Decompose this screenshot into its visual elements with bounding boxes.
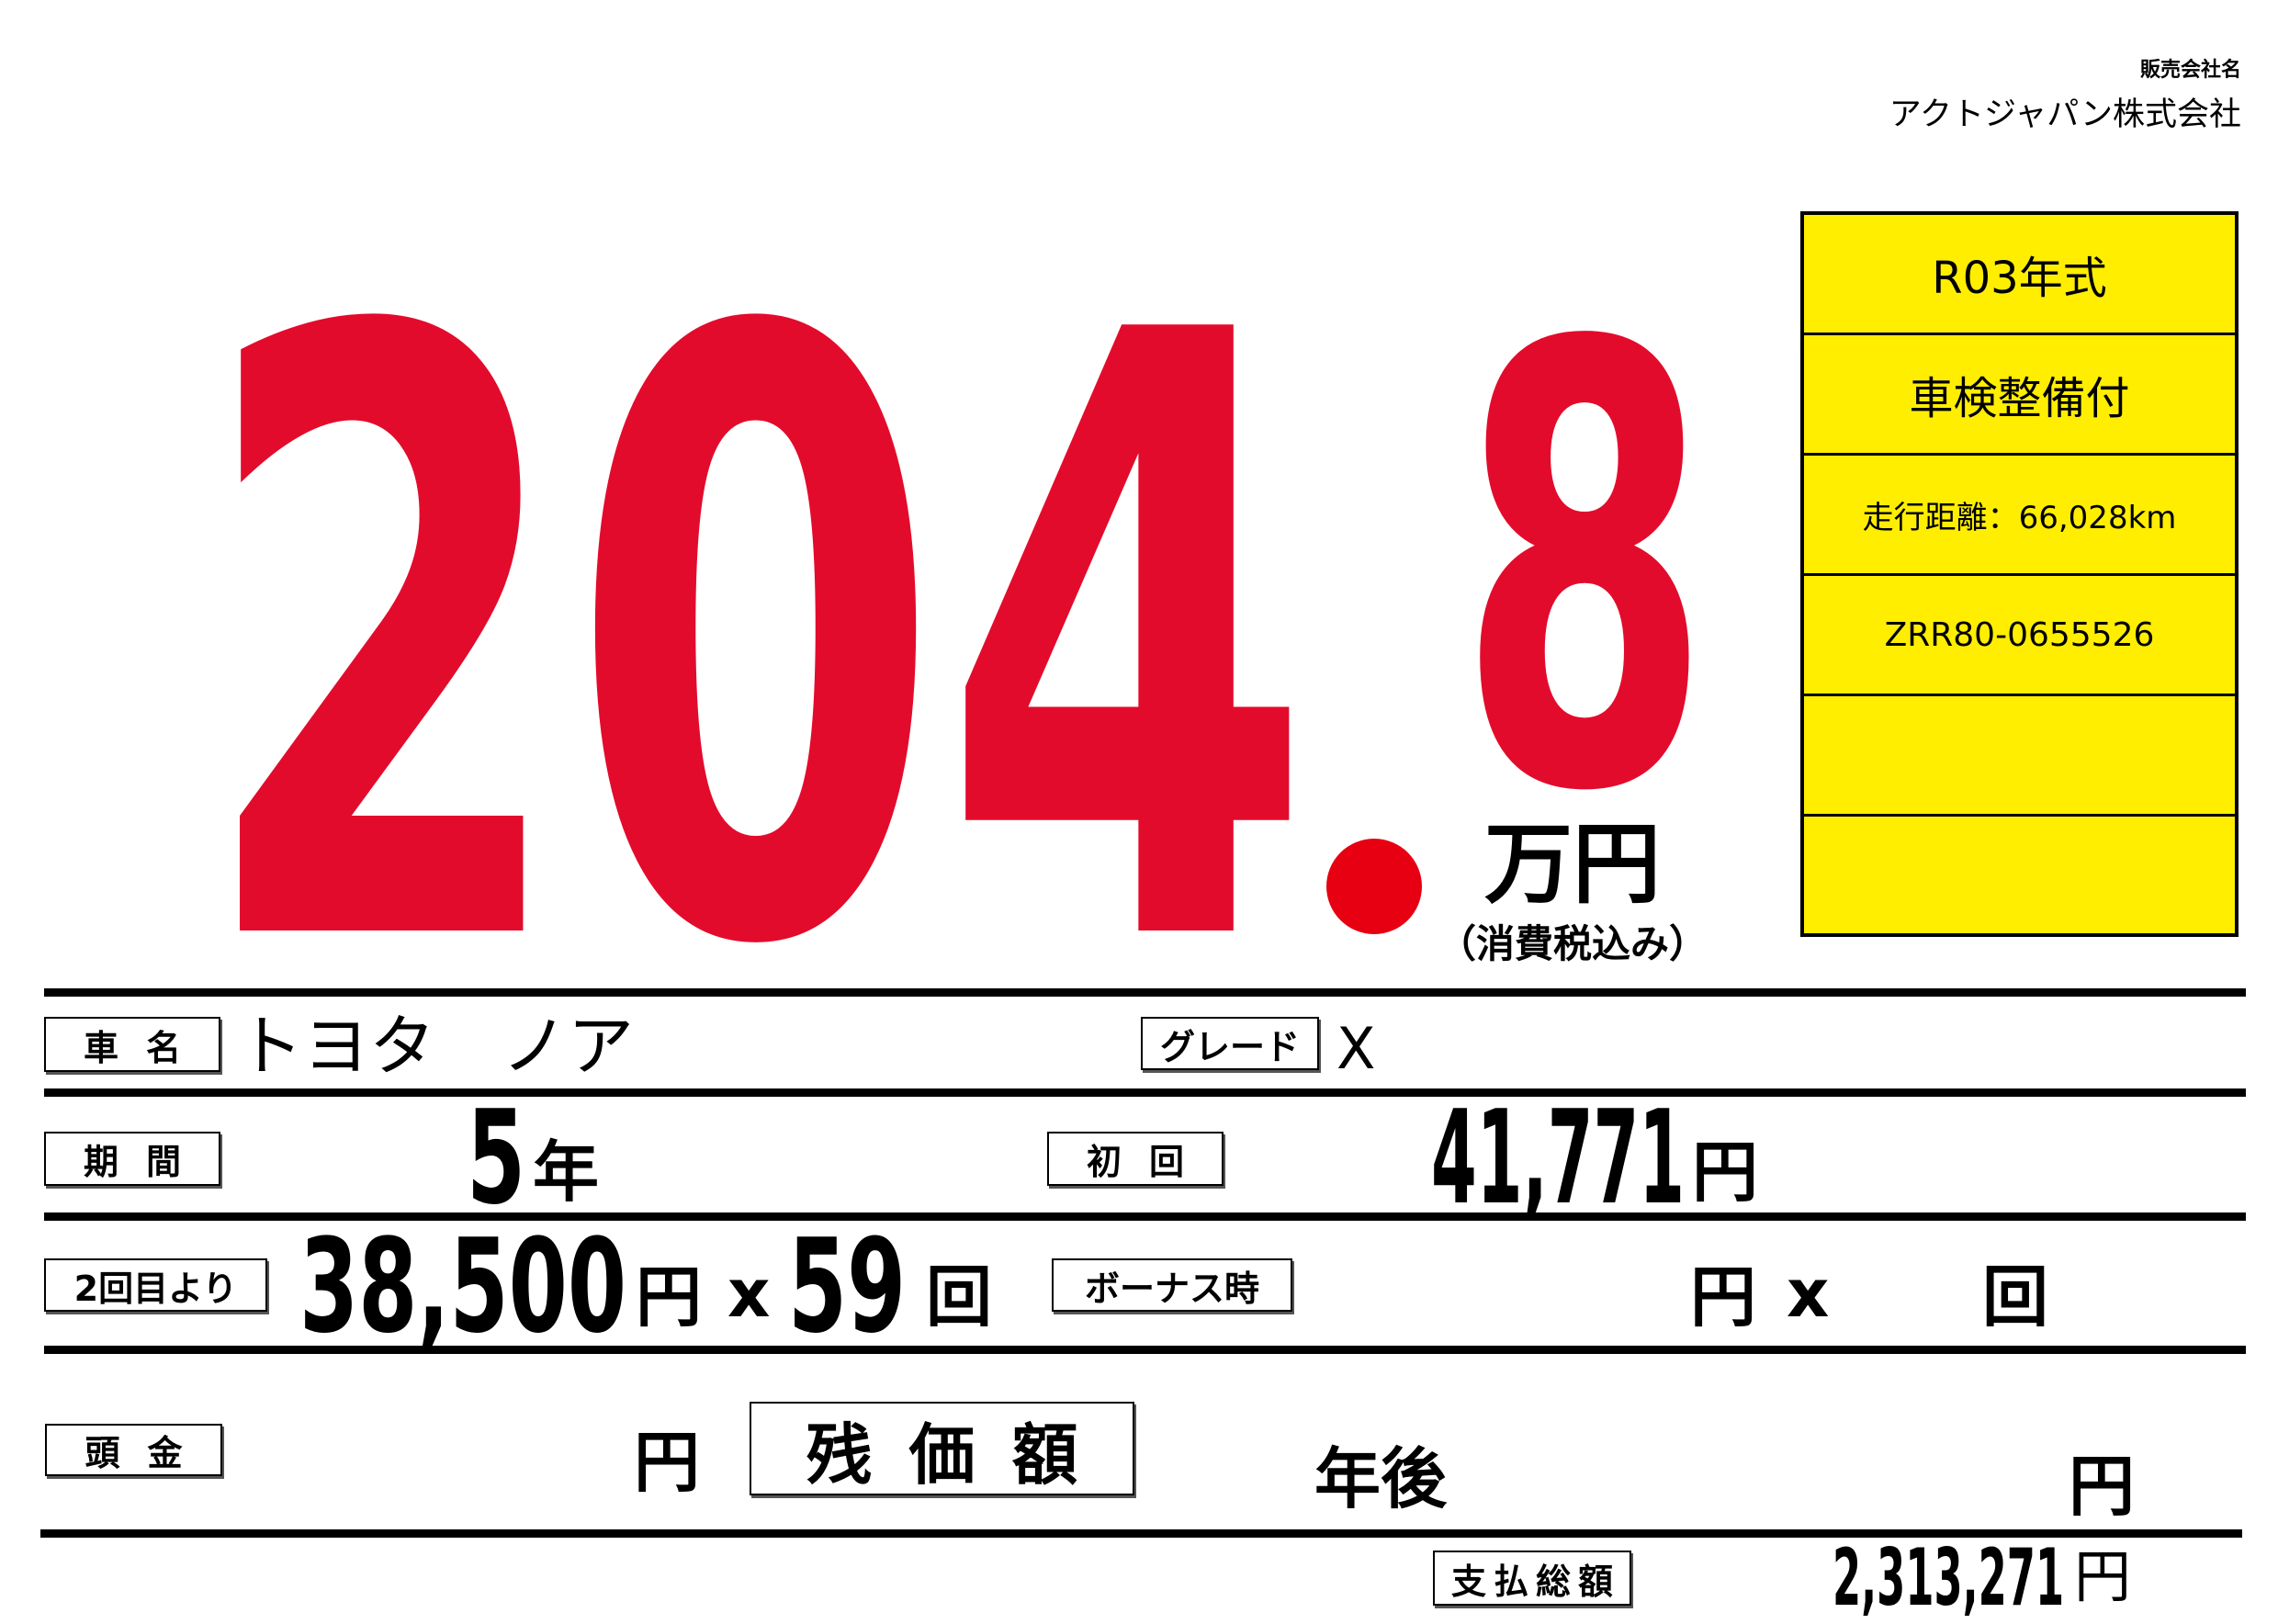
down-payment-label: 頭金 — [45, 1424, 222, 1476]
period-value: 5 — [467, 1083, 526, 1234]
divider — [44, 988, 2246, 997]
times-sign: x — [727, 1255, 771, 1332]
bonus-unit: 円 — [1690, 1258, 1757, 1336]
period-label: 期間 — [44, 1132, 220, 1186]
residual-label: 残価額 — [750, 1402, 1134, 1495]
from-second-label: 2回目より — [44, 1258, 267, 1312]
divider — [40, 1529, 2242, 1538]
spec-mileage: 走行距離：66,028km — [1804, 456, 2235, 576]
price-unit: 万円 — [1484, 813, 1661, 916]
price-decimal: 8 — [1458, 218, 1712, 924]
spec-empty-1 — [1804, 696, 2235, 817]
first-payment-unit: 円 — [1692, 1133, 1759, 1211]
price-integer: 204 — [197, 160, 1314, 1127]
tax-note: （消費税込み） — [1438, 921, 1708, 966]
spec-empty-2 — [1804, 817, 2235, 937]
grade-value: X — [1336, 1015, 1376, 1082]
spec-box: R03年式 車検整備付 走行距離：66,028km ZRR80-0655526 — [1800, 211, 2239, 937]
total-unit: 円 — [2074, 1543, 2132, 1610]
car-name-label: 車名 — [44, 1017, 220, 1072]
dealer-name: アクトジャパン株式会社 — [1889, 96, 2241, 133]
period-unit: 年 — [533, 1133, 600, 1211]
spec-chassis: ZRR80-0655526 — [1804, 576, 2235, 696]
first-payment-value: 41,771 — [1431, 1083, 1686, 1234]
divider — [44, 1212, 2246, 1221]
bonus-label: ボーナス時 — [1052, 1258, 1292, 1312]
count-unit: 回 — [926, 1258, 993, 1336]
total-label: 支払総額 — [1433, 1551, 1631, 1606]
total-value: 2,313,271 — [1833, 1532, 2065, 1624]
monthly-payment-value: 38,500 — [299, 1212, 627, 1362]
payment-count-value: 59 — [788, 1212, 907, 1362]
decimal-point — [1326, 839, 1422, 934]
down-payment-unit: 円 — [634, 1424, 701, 1501]
spec-inspection: 車検整備付 — [1804, 335, 2235, 456]
first-payment-label: 初回 — [1047, 1132, 1224, 1186]
residual-unit: 円 — [2069, 1448, 2136, 1525]
residual-years-unit: 年後 — [1314, 1440, 1448, 1517]
car-name: トヨタ ノア — [237, 1008, 635, 1085]
bonus-count-unit: 回 — [1982, 1258, 2049, 1336]
bonus-times-sign: x — [1787, 1255, 1830, 1332]
divider — [44, 1088, 2246, 1097]
grade-label: グレード — [1141, 1017, 1319, 1070]
divider — [44, 1346, 2246, 1354]
spec-year: R03年式 — [1804, 215, 2235, 335]
monthly-unit: 円 — [636, 1258, 703, 1336]
dealer-label: 販売会社名 — [2139, 59, 2241, 82]
